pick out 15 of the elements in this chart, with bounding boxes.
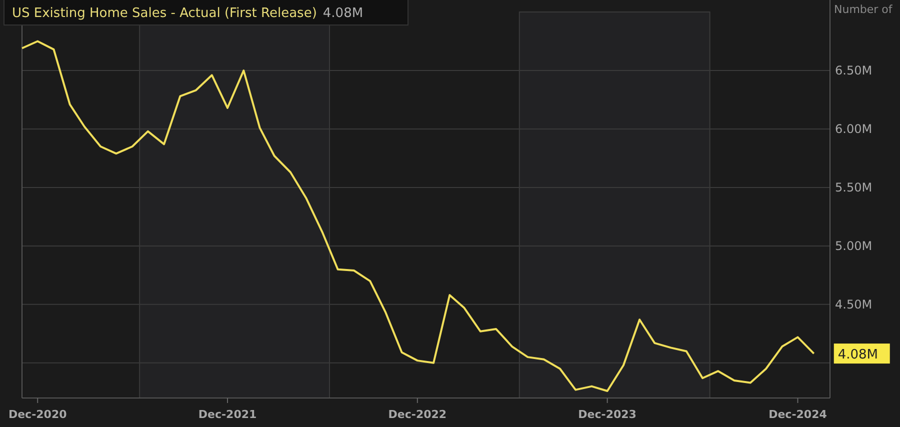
line-series	[21, 40, 815, 392]
y-axis-title: Number of	[834, 3, 894, 16]
y-tick-label: 4.50M	[835, 297, 872, 312]
x-tick-label: Dec-2021	[198, 408, 257, 421]
annotation: 4.08M	[322, 6, 364, 21]
x-tick-label: Dec-2024	[768, 408, 828, 421]
y-tick-label: 5.00M	[835, 238, 872, 253]
chart-title: US Existing Home Sales - Actual (First Release)	[12, 6, 317, 21]
x-tick-label: Dec-2022	[388, 408, 447, 421]
y-tick-label: 5.50M	[835, 180, 872, 194]
y-tick-label: 6.50M	[835, 63, 872, 78]
x-tick-label: Dec-2020	[8, 408, 68, 421]
x-tick-label: Dec-2023	[578, 408, 636, 421]
annotation: 4.08M	[838, 348, 878, 363]
y-tick-label: 6.00M	[835, 122, 872, 136]
